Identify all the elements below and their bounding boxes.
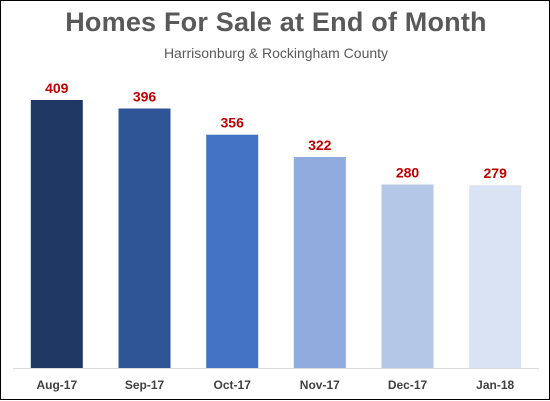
tick-label-nov-17: Nov-17: [300, 378, 340, 392]
bar-jan-18: [469, 185, 522, 368]
chart-subtitle: Harrisonburg & Rockingham County: [163, 45, 389, 61]
bar-sep-17: [118, 108, 171, 368]
tick-label-sep-17: Sep-17: [125, 378, 165, 392]
data-label-oct-17: 356: [221, 115, 245, 131]
bar-aug-17: [30, 100, 83, 368]
bar-nov-17: [293, 157, 346, 368]
data-label-nov-17: 322: [308, 137, 332, 153]
data-label-dec-17: 280: [396, 165, 420, 181]
tick-label-dec-17: Dec-17: [388, 378, 428, 392]
bar-dec-17: [381, 184, 434, 368]
tick-label-oct-17: Oct-17: [214, 378, 252, 392]
tick-label-aug-17: Aug-17: [36, 378, 77, 392]
chart-title: Homes For Sale at End of Month: [65, 7, 487, 37]
data-label-aug-17: 409: [45, 80, 69, 96]
data-label-sep-17: 396: [133, 89, 157, 105]
data-label-jan-18: 279: [484, 165, 508, 181]
bar-oct-17: [206, 134, 259, 368]
tick-label-jan-18: Jan-18: [476, 378, 514, 392]
